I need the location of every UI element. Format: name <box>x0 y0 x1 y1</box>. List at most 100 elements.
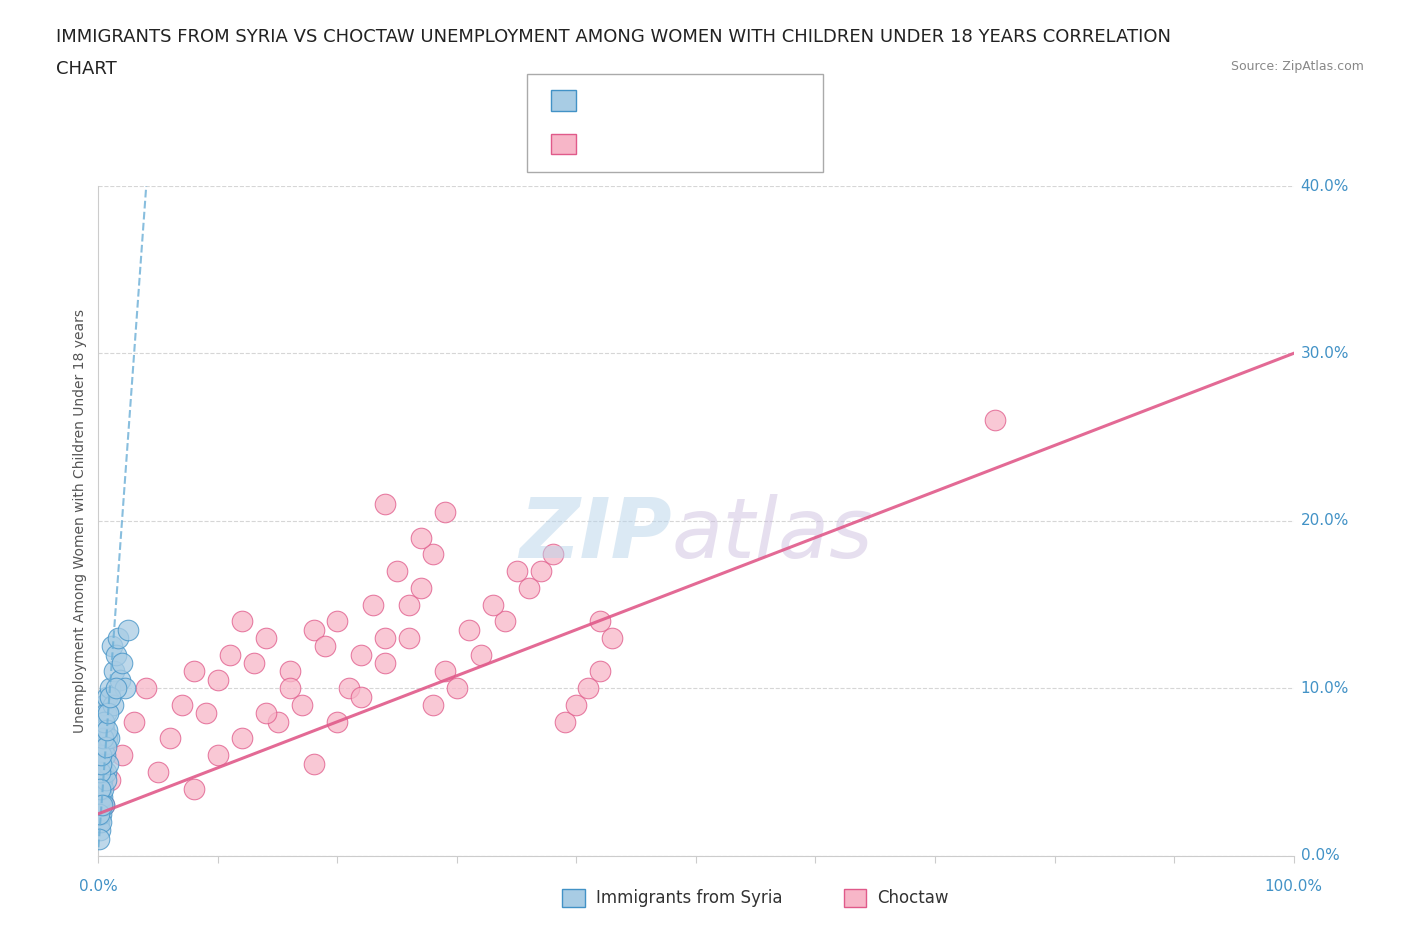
Point <box>94 739 117 754</box>
Text: R = 0.523   N = 60: R = 0.523 N = 60 <box>588 135 772 153</box>
Text: Choctaw: Choctaw <box>877 889 949 907</box>
Point <box>90 756 112 771</box>
Point <box>433 664 456 679</box>
Point <box>89 806 111 821</box>
Text: ZIP: ZIP <box>519 494 672 575</box>
Point <box>219 647 242 662</box>
Point <box>254 706 277 721</box>
Point <box>374 631 396 645</box>
Point <box>90 756 112 771</box>
Point <box>183 664 205 679</box>
Point <box>97 706 120 721</box>
Point <box>105 681 128 696</box>
Text: 0.0%: 0.0% <box>79 879 118 894</box>
Text: 40.0%: 40.0% <box>1301 179 1348 193</box>
Text: atlas: atlas <box>672 494 873 575</box>
Point <box>159 731 181 746</box>
Text: R = 0.324   N = 54: R = 0.324 N = 54 <box>588 91 772 110</box>
Point <box>385 564 409 578</box>
Point <box>302 622 325 637</box>
Text: Source: ZipAtlas.com: Source: ZipAtlas.com <box>1230 60 1364 73</box>
Point <box>90 815 112 830</box>
Point <box>207 672 229 687</box>
Point <box>135 681 157 696</box>
Point <box>422 698 444 712</box>
Point <box>96 689 118 704</box>
Point <box>254 631 277 645</box>
Point <box>103 664 125 679</box>
Point <box>90 806 112 821</box>
Point <box>124 714 146 729</box>
Point <box>94 748 117 763</box>
Point <box>98 689 122 704</box>
Point <box>457 622 479 637</box>
Point <box>231 614 253 629</box>
Point <box>148 764 170 779</box>
Point <box>100 639 122 654</box>
Text: 30.0%: 30.0% <box>1301 346 1348 361</box>
Point <box>529 564 551 578</box>
Point <box>114 681 136 696</box>
Point <box>494 614 516 629</box>
Point <box>398 597 420 612</box>
Point <box>207 748 229 763</box>
Text: 20.0%: 20.0% <box>1301 513 1348 528</box>
Point <box>337 681 360 696</box>
Point <box>374 656 396 671</box>
Text: 0.0%: 0.0% <box>1301 848 1340 863</box>
Point <box>87 831 110 846</box>
Point <box>98 773 122 788</box>
Point <box>91 790 114 804</box>
Point <box>105 647 128 662</box>
Point <box>541 547 564 562</box>
Point <box>91 731 114 746</box>
Point <box>93 698 115 712</box>
Point <box>433 505 456 520</box>
Point <box>108 672 131 687</box>
Point <box>576 681 599 696</box>
Point <box>96 773 118 788</box>
Point <box>89 781 111 796</box>
Point <box>506 564 529 578</box>
Text: 10.0%: 10.0% <box>1301 681 1348 696</box>
Point <box>93 798 115 813</box>
Point <box>350 647 373 662</box>
Text: CHART: CHART <box>56 60 117 78</box>
Point <box>93 723 115 737</box>
Point <box>481 597 505 612</box>
Point <box>89 781 111 796</box>
Point <box>87 815 110 830</box>
Point <box>93 798 115 813</box>
Point <box>565 698 588 712</box>
Point <box>554 714 576 729</box>
Point <box>350 689 373 704</box>
Point <box>183 781 205 796</box>
Point <box>91 764 114 779</box>
Point <box>97 756 120 771</box>
Point <box>96 731 118 746</box>
Point <box>98 731 121 746</box>
Point <box>517 580 540 595</box>
Text: Immigrants from Syria: Immigrants from Syria <box>596 889 783 907</box>
Point <box>111 748 134 763</box>
Point <box>411 530 433 545</box>
Point <box>101 698 124 712</box>
Point <box>91 798 114 813</box>
Point <box>96 723 118 737</box>
Y-axis label: Unemployment Among Women with Children Under 18 years: Unemployment Among Women with Children U… <box>73 309 87 733</box>
Text: 100.0%: 100.0% <box>1264 879 1323 894</box>
Point <box>90 781 112 796</box>
Point <box>91 714 114 729</box>
Point <box>172 698 194 712</box>
Point <box>91 731 114 746</box>
Point <box>242 656 264 671</box>
Point <box>290 698 312 712</box>
Text: IMMIGRANTS FROM SYRIA VS CHOCTAW UNEMPLOYMENT AMONG WOMEN WITH CHILDREN UNDER 18: IMMIGRANTS FROM SYRIA VS CHOCTAW UNEMPLO… <box>56 28 1171 46</box>
Point <box>90 748 112 763</box>
Point <box>302 756 325 771</box>
Point <box>411 580 433 595</box>
Point <box>89 798 111 813</box>
Point <box>89 764 111 779</box>
Point <box>89 790 111 804</box>
Point <box>363 597 385 612</box>
